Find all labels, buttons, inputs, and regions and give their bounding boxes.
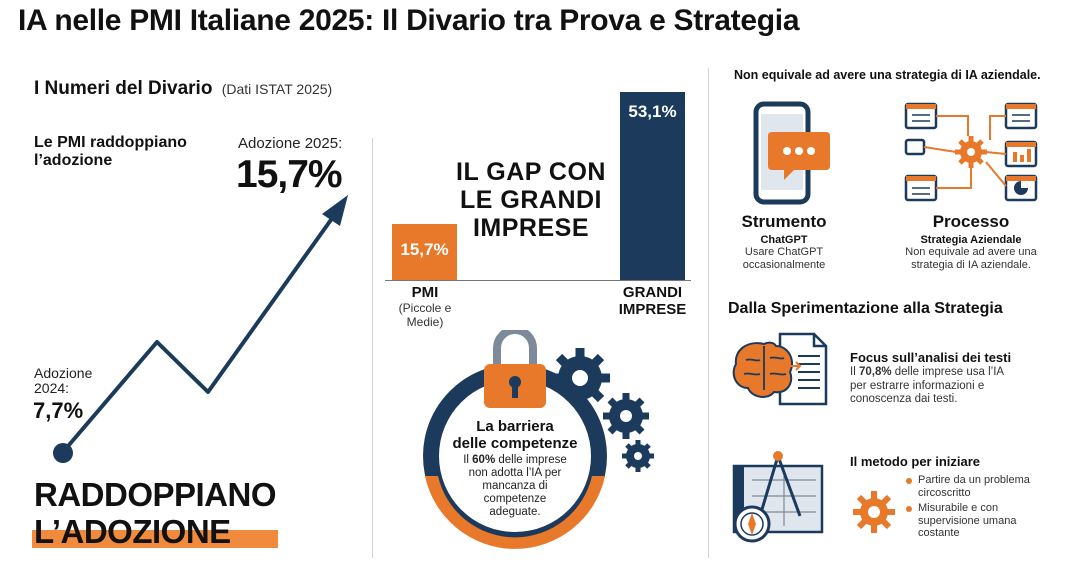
barrier-title-line2: delle competenze [452, 435, 578, 452]
numbers-subtitle-line1: Le PMI raddoppiano [34, 134, 187, 151]
process-block: Processo Strategia Aziendale Non equival… [892, 212, 1050, 272]
process-desc-line2: strategia di IA aziendale. [911, 259, 1031, 271]
barrier-ring-inner [439, 380, 591, 532]
bar-pmi [392, 224, 457, 280]
barrier-desc: Il 60% delle imprese non adotta l’IA per… [440, 454, 590, 519]
gap-title-line2: LE GRANDI [460, 186, 602, 214]
barrier-ring-orange [425, 476, 605, 549]
barrier-desc-line2: non adotta l’IA per [468, 467, 562, 479]
bar-large-enterprises [620, 92, 685, 280]
focus-desc-percent: 70,8% [858, 366, 892, 378]
numbers-subtitle: Le PMI raddoppiano l’adozione [34, 134, 187, 170]
focus-desc-line3: conoscenza dai testi. [850, 393, 958, 405]
tool-title: Strumento [741, 212, 827, 231]
method-item-2-line2: supervisione umana [918, 514, 1017, 527]
page-title: IA nelle PMI Italiane 2025: Il Divario t… [18, 4, 800, 37]
focus-title: Focus sull’analisi dei testi [850, 350, 1012, 365]
barrier-desc-line4: competenze [483, 493, 547, 505]
trend-arrowhead [322, 195, 348, 226]
method-item-2-line1: Misurabile e con [918, 502, 999, 514]
barrier-title-line1: La barriera [476, 418, 554, 435]
adoption-2024-label-line2: 2024: [34, 380, 70, 396]
brain-document-icon [732, 332, 828, 406]
method-item: Partire da un problema circoscritto [906, 474, 1066, 499]
adoption-2024-label-line1: Adozione [34, 365, 93, 381]
pmi-sub-line1: (Piccole e [398, 301, 452, 315]
adoption-2024-label: Adozione 2024: [34, 366, 92, 396]
gap-title: IL GAP CON LE GRANDI IMPRESE [446, 158, 616, 242]
method-item-1-line2: circoscritto [918, 486, 971, 499]
phone-chat-icon [753, 101, 830, 205]
adoption-trend-chart [53, 195, 348, 463]
tool-block: Strumento ChatGPT Usare ChatGPT occasion… [728, 212, 840, 272]
focus-desc: Il 70,8% delle imprese usa l’IA per estr… [850, 366, 1050, 407]
numbers-source: (Dati ISTAT 2025) [221, 81, 333, 97]
gear-icon [853, 491, 895, 533]
method-title: Il metodo per iniziare [850, 454, 981, 469]
trend-line [61, 208, 340, 454]
gap-title-line3: IMPRESE [472, 214, 590, 242]
headline-line1: RADDOPPIANO [34, 476, 277, 513]
numbers-subtitle-line2: l’adozione [34, 152, 113, 169]
divider-left [372, 138, 373, 558]
pmi-label: PMI [411, 284, 439, 301]
headline-line2: L’ADOZIONE [34, 513, 231, 550]
headline-highlight [32, 530, 278, 548]
focus-desc-pre: Il [850, 366, 859, 378]
large-label-line1: GRANDI [622, 284, 683, 301]
adoption-2024-value: 7,7% [33, 398, 84, 423]
adoption-2025-label: Adozione 2025: [238, 135, 343, 152]
pmi-sub-line2: Medie) [406, 315, 444, 329]
adoption-2025-value: 15,7% [236, 153, 343, 196]
barrier-desc-line3: mancanza di [482, 480, 548, 492]
bar-large-value: 53,1% [628, 102, 677, 121]
trend-start-point [53, 443, 73, 463]
focus-desc-post: delle imprese usa l’IA [891, 366, 1005, 378]
headline: RADDOPPIANO L’ADOZIONE [34, 476, 277, 550]
process-desc-line1: Non equivale ad avere una [905, 246, 1037, 258]
method-list: Partire da un problema circoscritto Misu… [906, 474, 1066, 543]
barrier-text: La barriera delle competenze Il 60% dell… [440, 418, 590, 519]
gear-icon [622, 440, 654, 472]
barrier-desc-line5: adeguate. [489, 506, 541, 518]
top-note: Non equivale ad avere una strategia di I… [734, 68, 1041, 82]
numbers-heading-text: I Numeri del Divario [34, 78, 213, 99]
method-item: Misurabile e con supervisione umana cost… [906, 502, 1066, 540]
bar-baseline [385, 280, 691, 281]
barrier-desc-percent: 60% [472, 454, 496, 466]
method-item-2-line3: costante [918, 527, 960, 539]
bar-pmi-value: 15,7% [400, 240, 449, 259]
barrier-desc-post: delle imprese [495, 454, 567, 466]
large-label-line2: IMPRESE [618, 301, 687, 318]
barrier-desc-pre: Il [463, 454, 473, 466]
focus-block: Focus sull’analisi dei testi Il 70,8% de… [850, 350, 1050, 407]
large-axis-label: GRANDI IMPRESE [605, 284, 700, 318]
divider-right [708, 68, 709, 558]
section2-title: Dalla Sperimentazione alla Strategia [728, 300, 1003, 317]
process-flow-icon [904, 102, 1038, 202]
pmi-axis-label: PMI (Piccole e Medie) [380, 284, 470, 329]
gear-icon [603, 393, 649, 439]
blueprint-compass-icon [732, 451, 824, 543]
process-title: Processo [932, 212, 1010, 231]
process-sub: Strategia Aziendale [920, 234, 1022, 246]
barrier-graphic [423, 330, 654, 549]
gear-icon [955, 136, 987, 168]
tool-desc-line2: occasionalmente [742, 259, 826, 271]
numbers-heading: I Numeri del Divario (Dati ISTAT 2025) [34, 78, 332, 100]
padlock-icon [484, 330, 546, 408]
gap-title-line1: IL GAP CON [456, 158, 606, 186]
focus-desc-line2: per estrarre informazioni e [850, 379, 985, 392]
tool-sub: ChatGPT [760, 234, 808, 246]
method-item-1-line1: Partire da un problema [918, 474, 1030, 486]
tool-desc-line1: Usare ChatGPT [744, 246, 824, 258]
